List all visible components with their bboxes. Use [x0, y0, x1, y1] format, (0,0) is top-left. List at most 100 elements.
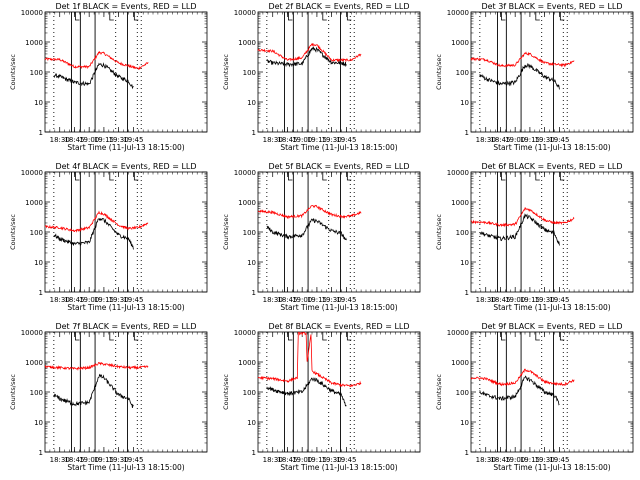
y-tick-label: 1: [465, 289, 469, 297]
x-tick-label: 18:30: [476, 136, 496, 144]
x-tick-label: 19:00: [505, 296, 525, 304]
x-tick-label: 19:45: [549, 296, 569, 304]
events-series-line: [266, 218, 347, 241]
flag-mark: [346, 172, 352, 181]
x-tick-label: 19:00: [79, 136, 99, 144]
flag-mark: [322, 332, 327, 341]
y-tick-label: 10: [460, 259, 469, 267]
x-tick-label: 18:45: [277, 456, 297, 464]
flag-mark: [535, 332, 540, 341]
chart-panel-3: Det 3f BLACK = Events, RED = LLD 1 10 100 10…: [435, 2, 634, 152]
y-tick-label: 1000: [238, 199, 256, 207]
x-tick-label: 19:15: [520, 296, 540, 304]
x-tick-label: 18:45: [64, 456, 84, 464]
x-tick-label: 18:45: [64, 296, 84, 304]
y-axis-label: Counts/sec: [9, 374, 17, 410]
y-tick-label: 10: [460, 419, 469, 427]
y-tick-label: 100: [30, 229, 43, 237]
y-tick-label: 100: [243, 389, 256, 397]
y-tick-label: 10000: [21, 9, 43, 17]
lld-series-line: [44, 50, 149, 70]
y-tick-label: 100: [243, 229, 256, 237]
y-tick-label: 10: [34, 259, 43, 267]
y-tick-label: 1: [39, 449, 43, 457]
events-series-line: [53, 217, 134, 250]
chart-title: Det 6f BLACK = Events, RED = LLD: [481, 162, 622, 171]
y-tick-label: 10000: [234, 169, 256, 177]
flag-mark: [501, 12, 506, 21]
flag-mark: [109, 332, 114, 341]
x-tick-label: 19:30: [109, 296, 129, 304]
y-tick-label: 1: [252, 289, 256, 297]
y-tick-label: 1000: [238, 39, 256, 47]
y-tick-label: 10000: [447, 9, 469, 17]
y-tick-label: 10: [34, 99, 43, 107]
y-tick-label: 10: [247, 419, 256, 427]
flag-mark: [288, 332, 293, 341]
x-tick-label: 19:00: [292, 136, 312, 144]
x-tick-label: 19:15: [94, 136, 114, 144]
x-tick-label: 19:00: [292, 296, 312, 304]
flag-mark: [109, 12, 114, 21]
x-tick-label: 19:45: [336, 136, 356, 144]
chart-panel-9: Det 9f BLACK = Events, RED = LLD 1 10 100 10…: [435, 322, 634, 472]
y-tick-label: 10000: [234, 329, 256, 337]
y-tick-label: 1000: [238, 359, 256, 367]
y-tick-label: 10: [34, 419, 43, 427]
flag-mark: [75, 332, 80, 341]
y-tick-label: 100: [30, 389, 43, 397]
x-tick-label: 19:15: [307, 136, 327, 144]
flag-mark: [288, 12, 293, 21]
x-tick-label: 19:30: [322, 296, 342, 304]
x-tick-label: 19:45: [123, 136, 143, 144]
x-tick-label: 19:00: [79, 456, 99, 464]
y-axis-label: Counts/sec: [222, 374, 230, 410]
y-axis-label: Counts/sec: [222, 54, 230, 90]
y-tick-label: 10: [460, 99, 469, 107]
y-tick-label: 100: [243, 69, 256, 77]
y-tick-label: 1: [252, 129, 256, 137]
events-series-line: [53, 373, 134, 408]
chart-panel-5: Det 5f BLACK = Events, RED = LLD 1 10 100 10…: [222, 162, 421, 312]
y-tick-label: 1: [465, 449, 469, 457]
flag-mark: [322, 172, 327, 181]
flag-mark: [322, 12, 327, 21]
lld-series-line: [470, 51, 575, 68]
x-tick-label: 19:45: [549, 456, 569, 464]
x-tick-label: 18:30: [50, 136, 70, 144]
chart-panel-2: Det 2f BLACK = Events, RED = LLD 1 10 100 10…: [222, 2, 421, 152]
flag-mark: [501, 172, 506, 181]
chart-title: Det 8f BLACK = Events, RED = LLD: [268, 322, 409, 331]
lld-series-line: [257, 204, 362, 220]
x-tick-label: 19:30: [109, 456, 129, 464]
y-tick-label: 100: [456, 389, 469, 397]
x-tick-label: 19:00: [505, 136, 525, 144]
x-tick-label: 19:45: [123, 456, 143, 464]
x-tick-label: 19:15: [94, 456, 114, 464]
x-tick-label: 19:30: [322, 456, 342, 464]
x-tick-label: 18:45: [277, 136, 297, 144]
flag-mark: [501, 332, 506, 341]
flag-mark: [535, 172, 540, 181]
flag-mark: [535, 12, 540, 21]
y-tick-label: 1000: [451, 199, 469, 207]
x-axis-label: Start Time (11-Jul-13 18:15:00): [493, 303, 610, 312]
x-tick-label: 18:30: [263, 456, 283, 464]
events-series-line: [266, 46, 347, 68]
x-tick-label: 18:30: [476, 296, 496, 304]
x-tick-label: 19:45: [549, 136, 569, 144]
x-tick-label: 18:45: [64, 136, 84, 144]
chart-panel-1: Det 1f BLACK = Events, RED = LLD 1 10 100 10…: [9, 2, 208, 152]
y-tick-label: 10000: [21, 169, 43, 177]
flag-mark: [559, 12, 565, 21]
flag-mark: [346, 332, 352, 341]
chart-title: Det 7f BLACK = Events, RED = LLD: [55, 322, 196, 331]
y-tick-label: 10000: [21, 329, 43, 337]
chart-panel-6: Det 6f BLACK = Events, RED = LLD 1 10 100 10…: [435, 162, 634, 312]
x-axis-label: Start Time (11-Jul-13 18:15:00): [67, 303, 184, 312]
x-tick-label: 19:30: [535, 456, 555, 464]
x-axis-label: Start Time (11-Jul-13 18:15:00): [67, 463, 184, 472]
x-tick-label: 19:45: [336, 296, 356, 304]
y-tick-label: 10: [247, 259, 256, 267]
